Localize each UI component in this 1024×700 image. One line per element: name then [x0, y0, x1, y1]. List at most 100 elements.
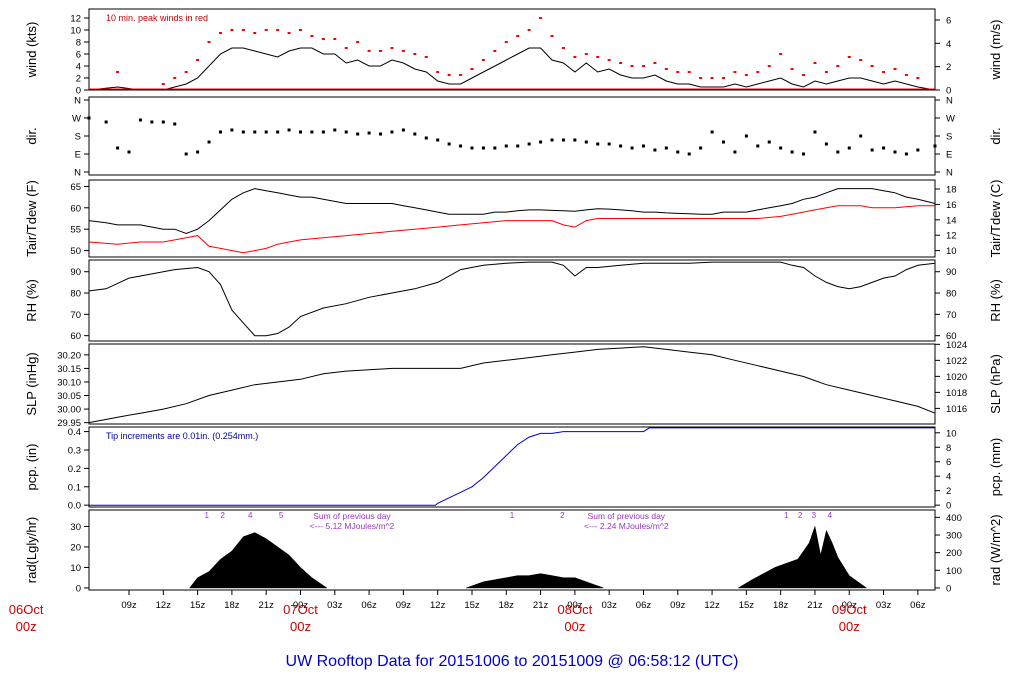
- peak-wind-mark: [207, 41, 211, 43]
- direction-point: [310, 130, 314, 134]
- direction-point: [424, 136, 428, 140]
- ytick-label-right-dir: W: [946, 114, 955, 125]
- ylabel-left-rad: rad(Lgly/hr): [24, 517, 39, 583]
- ytick-label-left-rh: 70: [70, 310, 81, 321]
- ylabel-left-dir: dir.: [24, 127, 39, 144]
- ylabel-left-temp: Tair/Tdew (F): [24, 180, 39, 257]
- direction-point: [561, 138, 565, 142]
- peak-wind-mark: [539, 17, 543, 19]
- peak-wind-mark: [447, 74, 451, 76]
- ytick-label-right-temp: 12: [946, 231, 957, 242]
- panel-frame-rad: [88, 509, 936, 591]
- direction-point: [138, 118, 142, 122]
- xtick-label: 18z: [499, 600, 515, 611]
- peak-wind-mark: [767, 65, 771, 67]
- direction-point: [699, 146, 703, 150]
- peak-wind-mark: [744, 74, 748, 76]
- panel-frame-pcp: [88, 426, 936, 508]
- ytick-label-right-dir: N: [946, 96, 953, 107]
- direction-point: [379, 132, 383, 136]
- ytick-label-left-pcp: 0.2: [68, 464, 81, 475]
- radiation-hour-marker: 2: [560, 511, 565, 520]
- ylabel-right-rad: rad (W/m^2): [988, 514, 1003, 585]
- ytick-label-left-pcp: 0.0: [68, 501, 81, 512]
- peak-wind-mark: [241, 29, 245, 31]
- ytick-label-right-rad: 400: [946, 513, 962, 524]
- direction-point: [241, 130, 245, 134]
- direction-point: [824, 142, 828, 146]
- xtick-label: 15z: [739, 600, 755, 611]
- xtick-label: 06z: [910, 600, 926, 611]
- peak-wind-mark: [550, 35, 554, 37]
- ytick-label-right-pcp: 8: [946, 443, 951, 454]
- peak-wind-mark: [184, 71, 188, 73]
- direction-point: [470, 146, 474, 150]
- xtick-label: 09z: [396, 600, 412, 611]
- peak-wind-mark: [344, 47, 348, 49]
- direction-point: [527, 142, 531, 146]
- ylabel-right-wind: wind (m/s): [988, 20, 1003, 81]
- xtick-label: 12z: [156, 600, 172, 611]
- ytick-label-right-slp: 1018: [946, 388, 967, 399]
- ytick-label-left-wind: 12: [70, 14, 81, 25]
- direction-point: [481, 146, 485, 150]
- peak-wind-mark: [276, 29, 280, 31]
- series-line-rh-0: [88, 261, 936, 337]
- direction-point: [150, 120, 154, 124]
- peak-wind-mark: [584, 53, 588, 55]
- peak-wind-mark: [779, 53, 783, 55]
- xtick-label: 12z: [704, 600, 720, 611]
- peak-wind-mark: [516, 35, 520, 37]
- ytick-label-left-dir: E: [75, 150, 81, 161]
- direction-point: [196, 150, 200, 154]
- ytick-label-left-dir: W: [72, 114, 81, 125]
- date-time-label: 00z: [564, 619, 585, 634]
- ytick-label-left-wind: 10: [70, 26, 81, 37]
- radiation-sum-label: Sum of previous day: [588, 511, 666, 521]
- panel-frame-slp: [88, 343, 936, 425]
- radiation-hour-marker: 1: [784, 511, 789, 520]
- ytick-label-left-rh: 60: [70, 331, 81, 342]
- ytick-label-left-slp: 30.00: [57, 405, 81, 416]
- ylabel-right-dir: dir.: [988, 127, 1003, 144]
- radiation-sum-label: Sum of previous day: [313, 511, 391, 521]
- peak-wind-mark: [390, 47, 394, 49]
- peak-wind-mark: [561, 47, 565, 49]
- xtick-label: 00z: [567, 600, 583, 611]
- peak-wind-mark: [630, 65, 634, 67]
- peak-wind-mark: [481, 59, 485, 61]
- ytick-label-left-pcp: 0.3: [68, 445, 81, 456]
- peak-wind-mark: [230, 29, 234, 31]
- peak-wind-mark: [824, 71, 828, 73]
- ytick-label-right-temp: 18: [946, 185, 957, 196]
- ytick-label-left-temp: 55: [70, 225, 81, 236]
- direction-point: [413, 132, 417, 136]
- ytick-label-left-slp: 30.15: [57, 364, 81, 375]
- direction-point: [276, 130, 280, 134]
- direction-point: [299, 130, 302, 134]
- direction-point: [710, 130, 714, 134]
- ytick-label-left-pcp: 0.1: [68, 482, 81, 493]
- ytick-label-right-pcp: 6: [946, 457, 951, 468]
- radiation-area-day-3: [738, 525, 867, 589]
- peak-wind-mark: [424, 56, 428, 58]
- radiation-sum-value: <--- 5.12 MJoules/m^2: [310, 521, 395, 531]
- ytick-label-right-slp: 1020: [946, 372, 967, 383]
- direction-point: [619, 144, 623, 148]
- ytick-label-left-slp: 30.05: [57, 391, 81, 402]
- ytick-label-left-rad: 0: [76, 583, 81, 594]
- date-label: 07Oct: [283, 602, 318, 617]
- ytick-label-left-rad: 30: [70, 522, 81, 533]
- ytick-label-right-rad: 300: [946, 530, 962, 541]
- date-label: 09Oct: [832, 602, 867, 617]
- ytick-label-left-wind: 6: [76, 50, 81, 61]
- radiation-hour-marker: 1: [510, 511, 515, 520]
- ytick-label-left-dir: S: [75, 132, 81, 143]
- ytick-label-right-rh: 90: [946, 267, 957, 278]
- radiation-hour-marker: 4: [828, 511, 833, 520]
- peak-wind-mark: [196, 59, 200, 61]
- ytick-label-left-wind: 0: [76, 86, 81, 97]
- radiation-hour-marker: 2: [221, 511, 226, 520]
- annotation-wind: 10 min. peak winds in red: [106, 13, 208, 23]
- direction-point: [287, 128, 291, 132]
